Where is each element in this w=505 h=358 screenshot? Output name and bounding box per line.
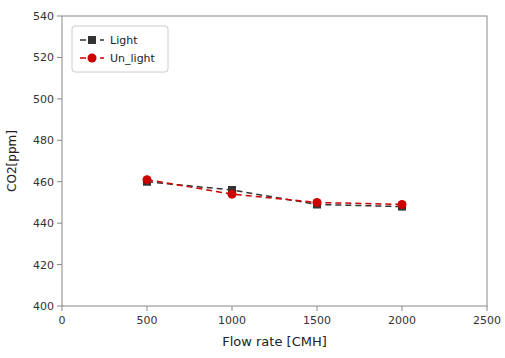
x-tick	[317, 306, 318, 311]
y-tick	[57, 264, 62, 265]
x-axis-label: Flow rate [CMH]	[222, 334, 327, 349]
y-tick	[57, 57, 62, 58]
legend: Light Un_light	[72, 26, 168, 72]
x-axis: 0 500 1000 1500 2000 2500	[59, 306, 502, 327]
point	[143, 175, 152, 184]
y-tick	[57, 223, 62, 224]
x-tick	[147, 306, 148, 311]
y-tick	[57, 181, 62, 182]
series	[143, 175, 407, 209]
x-tick	[487, 306, 488, 311]
y-tick-label: 520	[33, 51, 54, 64]
y-tick-label: 460	[33, 176, 54, 189]
legend-marker	[88, 54, 97, 63]
x-tick-label: 2500	[473, 314, 501, 327]
point	[313, 198, 322, 207]
legend-label: Light	[110, 34, 138, 47]
y-axis-label: CO2[ppm]	[5, 130, 19, 192]
plot-frame	[62, 16, 487, 306]
x-tick-label: 0	[59, 314, 66, 327]
point	[398, 200, 407, 209]
x-tick-label: 1000	[218, 314, 246, 327]
y-tick-label: 420	[33, 259, 54, 272]
x-tick	[232, 306, 233, 311]
series-line	[147, 182, 402, 207]
y-tick-label: 400	[33, 300, 54, 313]
legend-box	[72, 26, 168, 72]
y-tick	[57, 140, 62, 141]
y-tick-label: 440	[33, 217, 54, 230]
y-tick	[57, 98, 62, 99]
point	[228, 190, 237, 199]
x-tick-label: 1500	[303, 314, 331, 327]
y-axis: 400 420 440 460 480 500 520 540	[33, 10, 62, 313]
data-layer	[143, 175, 407, 210]
y-tick	[57, 306, 62, 307]
chart: 0 500 1000 1500 2000 2500 400 420 440 460 480 500 52…	[0, 0, 505, 358]
y-tick	[57, 16, 62, 17]
y-tick-label: 540	[33, 10, 54, 23]
plot-area	[62, 16, 487, 306]
x-tick-label: 500	[137, 314, 158, 327]
series	[143, 178, 406, 211]
y-tick-label: 480	[33, 134, 54, 147]
legend-label: Un_light	[110, 52, 156, 65]
legend-marker	[88, 36, 96, 44]
series-line	[147, 180, 402, 205]
x-tick	[402, 306, 403, 311]
y-tick-label: 500	[33, 93, 54, 106]
x-tick	[62, 306, 63, 311]
x-tick-label: 2000	[388, 314, 416, 327]
